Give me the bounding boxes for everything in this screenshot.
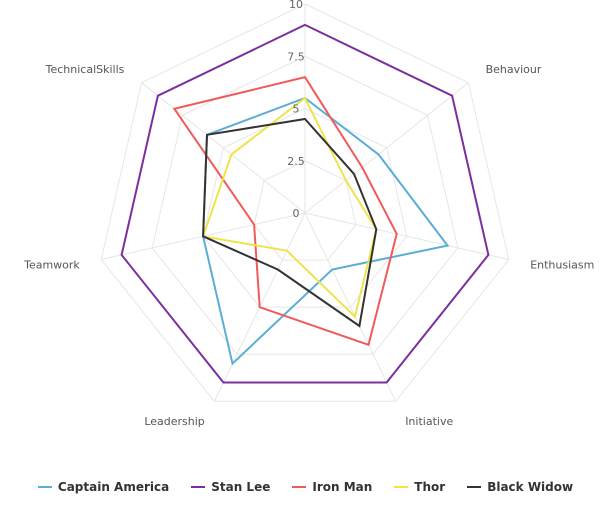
series-line-2 [172,76,398,347]
grid-ring-3 [151,55,459,355]
legend-swatch [37,486,52,488]
legend-label: Iron Man [312,480,373,494]
grid-ring-4 [100,3,510,402]
legend-swatch [394,486,409,488]
category-label: Initiative [405,415,453,428]
legend: Captain America Stan Lee Iron Man Thor Black… [0,480,611,494]
tick-label: 0 [293,207,300,220]
axis-spoke [304,212,397,402]
series-line-1 [120,23,490,384]
category-label: Leadership [144,415,204,428]
series-line-3 [201,96,378,319]
radar-plot: 02.557.510WorkConsistencyBehaviourEnthus… [23,0,594,428]
axis-spoke [141,82,306,214]
axis-spoke [304,212,509,260]
category-label: TechnicalSkills [45,63,125,76]
grid-ring-1 [253,160,357,261]
tick-label: 2.5 [287,155,305,168]
legend-swatch [467,486,482,488]
tick-label: 5 [293,103,300,116]
legend-label: Stan Lee [211,480,271,494]
grid-ring-2 [202,107,408,308]
legend-item[interactable]: Thor [394,480,445,494]
tick-label: 7.5 [287,50,305,63]
legend-label: Black Widow [487,480,574,494]
legend-item[interactable]: Black Widow [467,480,573,494]
legend-item[interactable]: Captain America [37,480,170,494]
legend-item[interactable]: Iron Man [292,480,372,494]
tick-label: 10 [289,0,303,11]
legend-label: Captain America [57,480,170,494]
series-line-4 [202,117,378,328]
category-label: Enthusiasm [530,258,594,271]
legend-swatch [191,486,206,488]
axis-spoke [304,82,469,214]
category-label: Teamwork [23,258,80,271]
legend-label: Thor [414,480,446,494]
category-label: Behaviour [486,63,542,76]
legend-swatch [292,486,307,488]
legend-item[interactable]: Stan Lee [191,480,270,494]
